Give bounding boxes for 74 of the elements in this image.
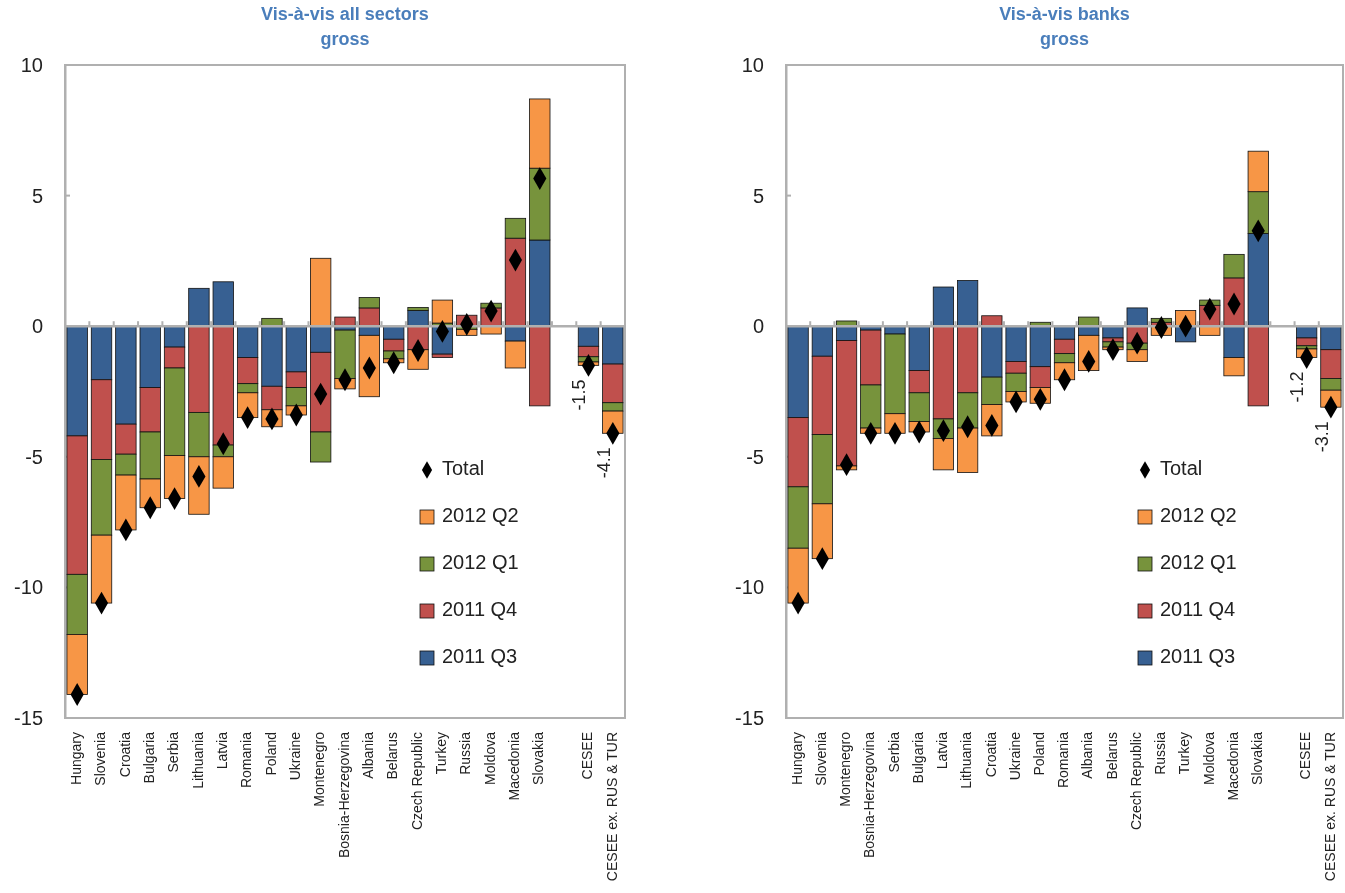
x-tick-label: Romania: [238, 731, 255, 789]
x-tick-label: Macedonia: [506, 731, 523, 801]
legend-label: 2011 Q3: [1160, 645, 1236, 668]
x-tick-label: Slovenia: [813, 731, 830, 786]
x-tick-label: Latvia: [213, 731, 230, 770]
x-tick-label: Moldova: [481, 731, 498, 785]
x-tick-label: Lithuania: [189, 731, 206, 789]
y-tick-label: 5: [752, 184, 764, 207]
x-tick-label: Moldova: [1200, 731, 1217, 785]
legend-label: Total: [1160, 457, 1203, 480]
chart-subtitle: gross: [1039, 29, 1090, 49]
y-tick-label: -15: [735, 706, 764, 729]
x-tick-label: Montenegro: [837, 731, 854, 807]
x-tick-label: Belarus: [1103, 732, 1120, 780]
chart-title: Vis-à-vis all sectors: [261, 4, 429, 24]
x-tick-label: Hungary: [67, 732, 84, 785]
x-tick-label: Bulgaria: [909, 731, 926, 784]
x-tick-label: Serbia: [165, 731, 182, 773]
x-tick-label: Belarus: [384, 732, 401, 780]
x-tick-label: Hungary: [788, 732, 805, 785]
x-tick-label: Ukraine: [1006, 731, 1023, 781]
x-tick-label: Bulgaria: [140, 731, 157, 784]
y-tick-label: -10: [735, 576, 764, 599]
x-tick-label: Russia: [457, 731, 474, 775]
y-tick-label: 10: [20, 53, 43, 76]
x-tick-label: Macedonia: [1224, 731, 1241, 801]
data-label: -1.2: [1287, 371, 1308, 403]
x-tick-label: Bosnia-Herzegovina: [861, 731, 878, 859]
y-tick-label: -5: [746, 445, 764, 468]
x-tick-label: Romania: [1055, 731, 1072, 789]
y-tick-label: -5: [25, 445, 43, 468]
y-tick-label: 10: [741, 53, 764, 76]
x-tick-label: Croatia: [982, 731, 999, 778]
y-tick-label: -10: [14, 576, 43, 599]
x-tick-label: Bosnia-Herzegovina: [335, 731, 352, 859]
y-tick-label: 0: [752, 315, 764, 338]
legend-label: 2012 Q2: [1160, 504, 1237, 527]
x-tick-label: Slovakia: [530, 731, 547, 785]
x-tick-label: Czech Republic: [1127, 732, 1144, 831]
x-tick-label: CESEE ex. RUS & TUR: [603, 732, 620, 882]
x-tick-label: Turkey: [1176, 732, 1193, 775]
x-tick-label: Slovakia: [1248, 731, 1265, 785]
legend-label: 2012 Q2: [442, 504, 519, 527]
x-tick-label: Russia: [1152, 731, 1169, 775]
y-tick-label: -15: [14, 706, 43, 729]
x-tick-label: Ukraine: [287, 731, 304, 781]
x-tick-label: Poland: [262, 732, 279, 776]
x-tick-label: Slovenia: [92, 731, 109, 786]
legend-label: 2011 Q3: [442, 645, 518, 668]
x-tick-label: CESEE: [579, 732, 596, 780]
x-tick-label: Croatia: [116, 731, 133, 778]
legend-label: 2012 Q1: [1160, 551, 1237, 574]
data-label: -3.1: [1311, 421, 1332, 453]
x-tick-label: Latvia: [934, 731, 951, 770]
x-tick-label: Lithuania: [958, 731, 975, 789]
x-tick-label: Montenegro: [311, 731, 328, 807]
y-tick-label: 0: [31, 315, 43, 338]
x-tick-label: Poland: [1030, 732, 1047, 776]
x-tick-label: Albania: [360, 731, 377, 779]
data-label: -1.5: [569, 379, 590, 411]
legend-label: 2012 Q1: [442, 551, 519, 574]
data-label: -4.1: [593, 447, 614, 479]
chart-title: Vis-à-vis banks: [999, 4, 1130, 24]
x-tick-label: Albania: [1079, 731, 1096, 779]
y-tick-label: 5: [31, 184, 43, 207]
legend-label: Total: [442, 457, 485, 480]
x-tick-label: CESEE ex. RUS & TUR: [1321, 732, 1338, 882]
x-tick-label: CESEE: [1297, 732, 1314, 780]
x-tick-label: Serbia: [885, 731, 902, 773]
legend-label: 2011 Q4: [442, 598, 518, 621]
chart-subtitle: gross: [320, 29, 370, 49]
x-tick-label: Turkey: [433, 732, 450, 775]
legend-label: 2011 Q4: [1160, 598, 1236, 621]
x-tick-label: Czech Republic: [408, 732, 425, 831]
